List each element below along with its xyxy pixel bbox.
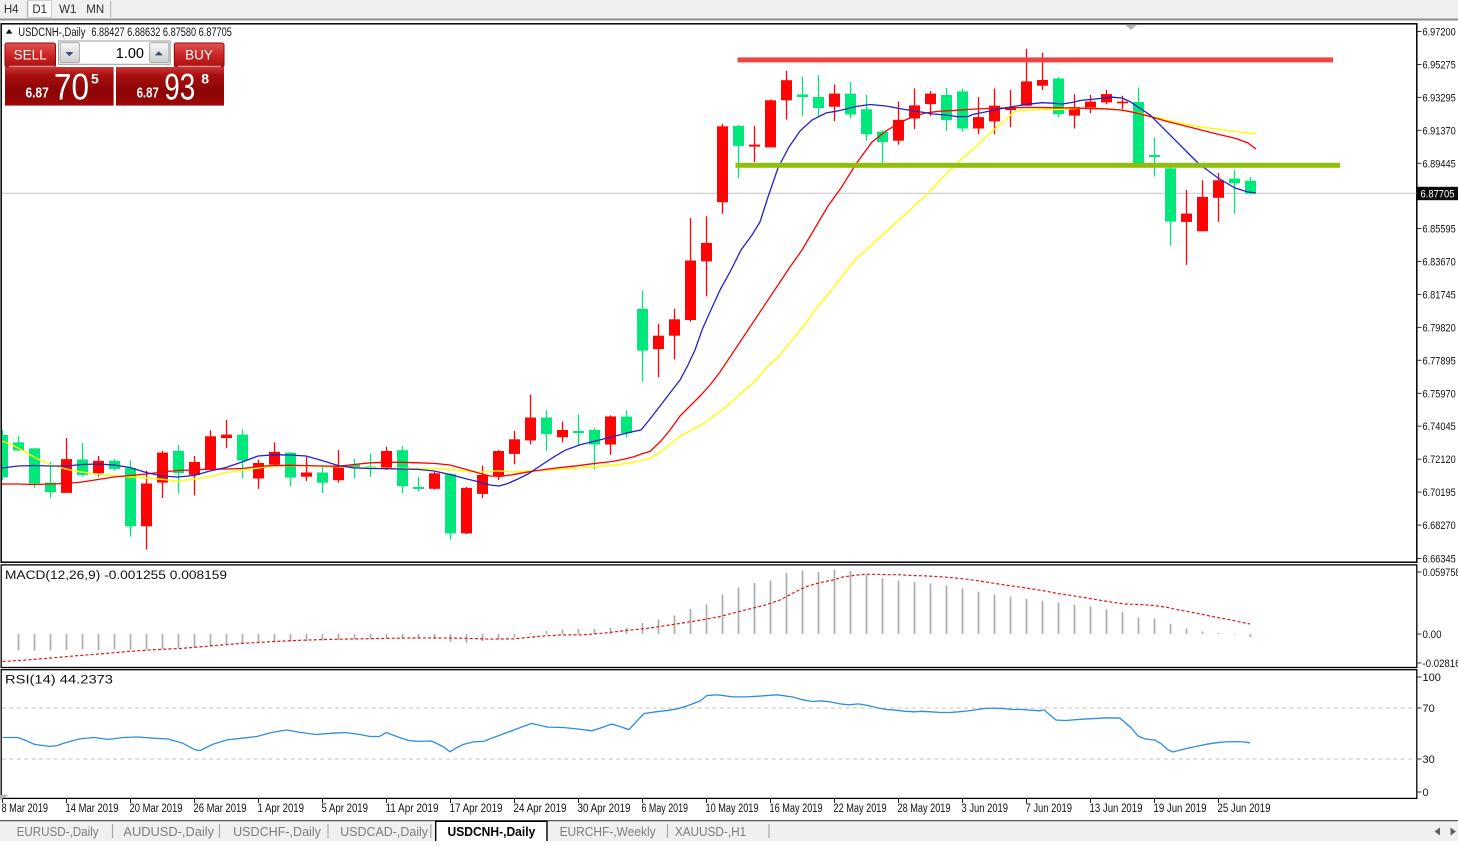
svg-text:BUY: BUY	[185, 48, 213, 63]
svg-text:1 Apr 2019: 1 Apr 2019	[258, 803, 305, 815]
svg-text:EURCHF-,Weekly: EURCHF-,Weekly	[560, 825, 657, 839]
svg-text:USDCNH-,Daily: USDCNH-,Daily	[18, 25, 86, 39]
svg-text:6.79820: 6.79820	[1423, 322, 1456, 334]
svg-text:16 May 2019: 16 May 2019	[770, 803, 823, 815]
svg-text:25 Jun 2019: 25 Jun 2019	[1218, 803, 1271, 815]
svg-text:6.89445: 6.89445	[1423, 158, 1456, 170]
svg-text:6.87705: 6.87705	[1421, 188, 1455, 200]
svg-text:14 Mar 2019: 14 Mar 2019	[66, 803, 119, 815]
svg-text:XAUUSD-,H1: XAUUSD-,H1	[675, 825, 746, 839]
svg-text:6.85595: 6.85595	[1423, 224, 1456, 236]
svg-text:EURUSD-,Daily: EURUSD-,Daily	[17, 825, 100, 839]
svg-text:30: 30	[1423, 754, 1435, 766]
svg-text:6.88427 6.88632 6.87580 6.8770: 6.88427 6.88632 6.87580 6.87705	[91, 25, 232, 39]
svg-text:RSI(14) 44.2373: RSI(14) 44.2373	[5, 675, 113, 687]
svg-text:6.77895: 6.77895	[1423, 355, 1456, 367]
svg-text:6.68270: 6.68270	[1423, 520, 1456, 532]
svg-text:0.00: 0.00	[1423, 629, 1442, 641]
svg-text:-0.02816: -0.02816	[1423, 658, 1458, 670]
svg-text:19 Jun 2019: 19 Jun 2019	[1154, 803, 1207, 815]
svg-text:7 Jun 2019: 7 Jun 2019	[1026, 803, 1073, 815]
svg-text:6.75970: 6.75970	[1423, 388, 1456, 400]
svg-text:H4: H4	[4, 4, 19, 16]
svg-text:30 Apr 2019: 30 Apr 2019	[578, 803, 631, 815]
svg-text:5 Apr 2019: 5 Apr 2019	[322, 803, 369, 815]
svg-text:6.93295: 6.93295	[1423, 92, 1456, 104]
svg-text:26 Mar 2019: 26 Mar 2019	[194, 803, 247, 815]
svg-text:MN: MN	[86, 4, 104, 16]
svg-text:6.74045: 6.74045	[1423, 421, 1456, 433]
svg-text:100: 100	[1423, 672, 1441, 684]
svg-text:6.72120: 6.72120	[1423, 454, 1456, 466]
svg-text:6.83670: 6.83670	[1423, 257, 1456, 269]
svg-text:W1: W1	[59, 4, 76, 16]
svg-text:70: 70	[54, 67, 89, 108]
svg-text:MACD(12,26,9) -0.001255 0.0081: MACD(12,26,9) -0.001255 0.008159	[5, 570, 227, 582]
svg-text:USDCHF-,Daily: USDCHF-,Daily	[233, 825, 322, 839]
svg-text:10 May 2019: 10 May 2019	[706, 803, 759, 815]
svg-text:6.87: 6.87	[26, 86, 49, 102]
svg-text:6.66345: 6.66345	[1423, 554, 1456, 566]
svg-text:1.00: 1.00	[116, 46, 144, 62]
svg-text:0: 0	[1423, 787, 1429, 799]
svg-text:93: 93	[164, 67, 195, 108]
svg-text:5: 5	[91, 71, 99, 87]
svg-text:24 Apr 2019: 24 Apr 2019	[514, 803, 567, 815]
svg-text:6.70195: 6.70195	[1423, 487, 1456, 499]
svg-text:6.87: 6.87	[137, 86, 159, 102]
svg-text:D1: D1	[32, 4, 47, 16]
svg-text:3 Jun 2019: 3 Jun 2019	[962, 803, 1009, 815]
svg-text:AUDUSD-,Daily: AUDUSD-,Daily	[123, 825, 214, 839]
svg-text:USDCNH-,Daily: USDCNH-,Daily	[448, 825, 536, 839]
svg-text:20 Mar 2019: 20 Mar 2019	[130, 803, 183, 815]
svg-text:17 Apr 2019: 17 Apr 2019	[450, 803, 503, 815]
svg-text:22 May 2019: 22 May 2019	[834, 803, 887, 815]
svg-text:USDCAD-,Daily: USDCAD-,Daily	[340, 825, 429, 839]
svg-text:6.81745: 6.81745	[1423, 289, 1456, 301]
svg-text:SELL: SELL	[14, 48, 48, 63]
svg-text:6 May 2019: 6 May 2019	[642, 803, 689, 815]
svg-text:11 Apr 2019: 11 Apr 2019	[386, 803, 439, 815]
svg-text:0.059758: 0.059758	[1423, 567, 1458, 579]
svg-text:6.97200: 6.97200	[1423, 27, 1456, 39]
svg-text:28 May 2019: 28 May 2019	[898, 803, 951, 815]
svg-text:8: 8	[201, 71, 209, 87]
svg-text:70: 70	[1423, 703, 1435, 715]
svg-text:6.95275: 6.95275	[1423, 60, 1456, 72]
svg-text:8 Mar 2019: 8 Mar 2019	[2, 803, 49, 815]
svg-text:6.91370: 6.91370	[1423, 125, 1456, 137]
svg-text:13 Jun 2019: 13 Jun 2019	[1090, 803, 1143, 815]
